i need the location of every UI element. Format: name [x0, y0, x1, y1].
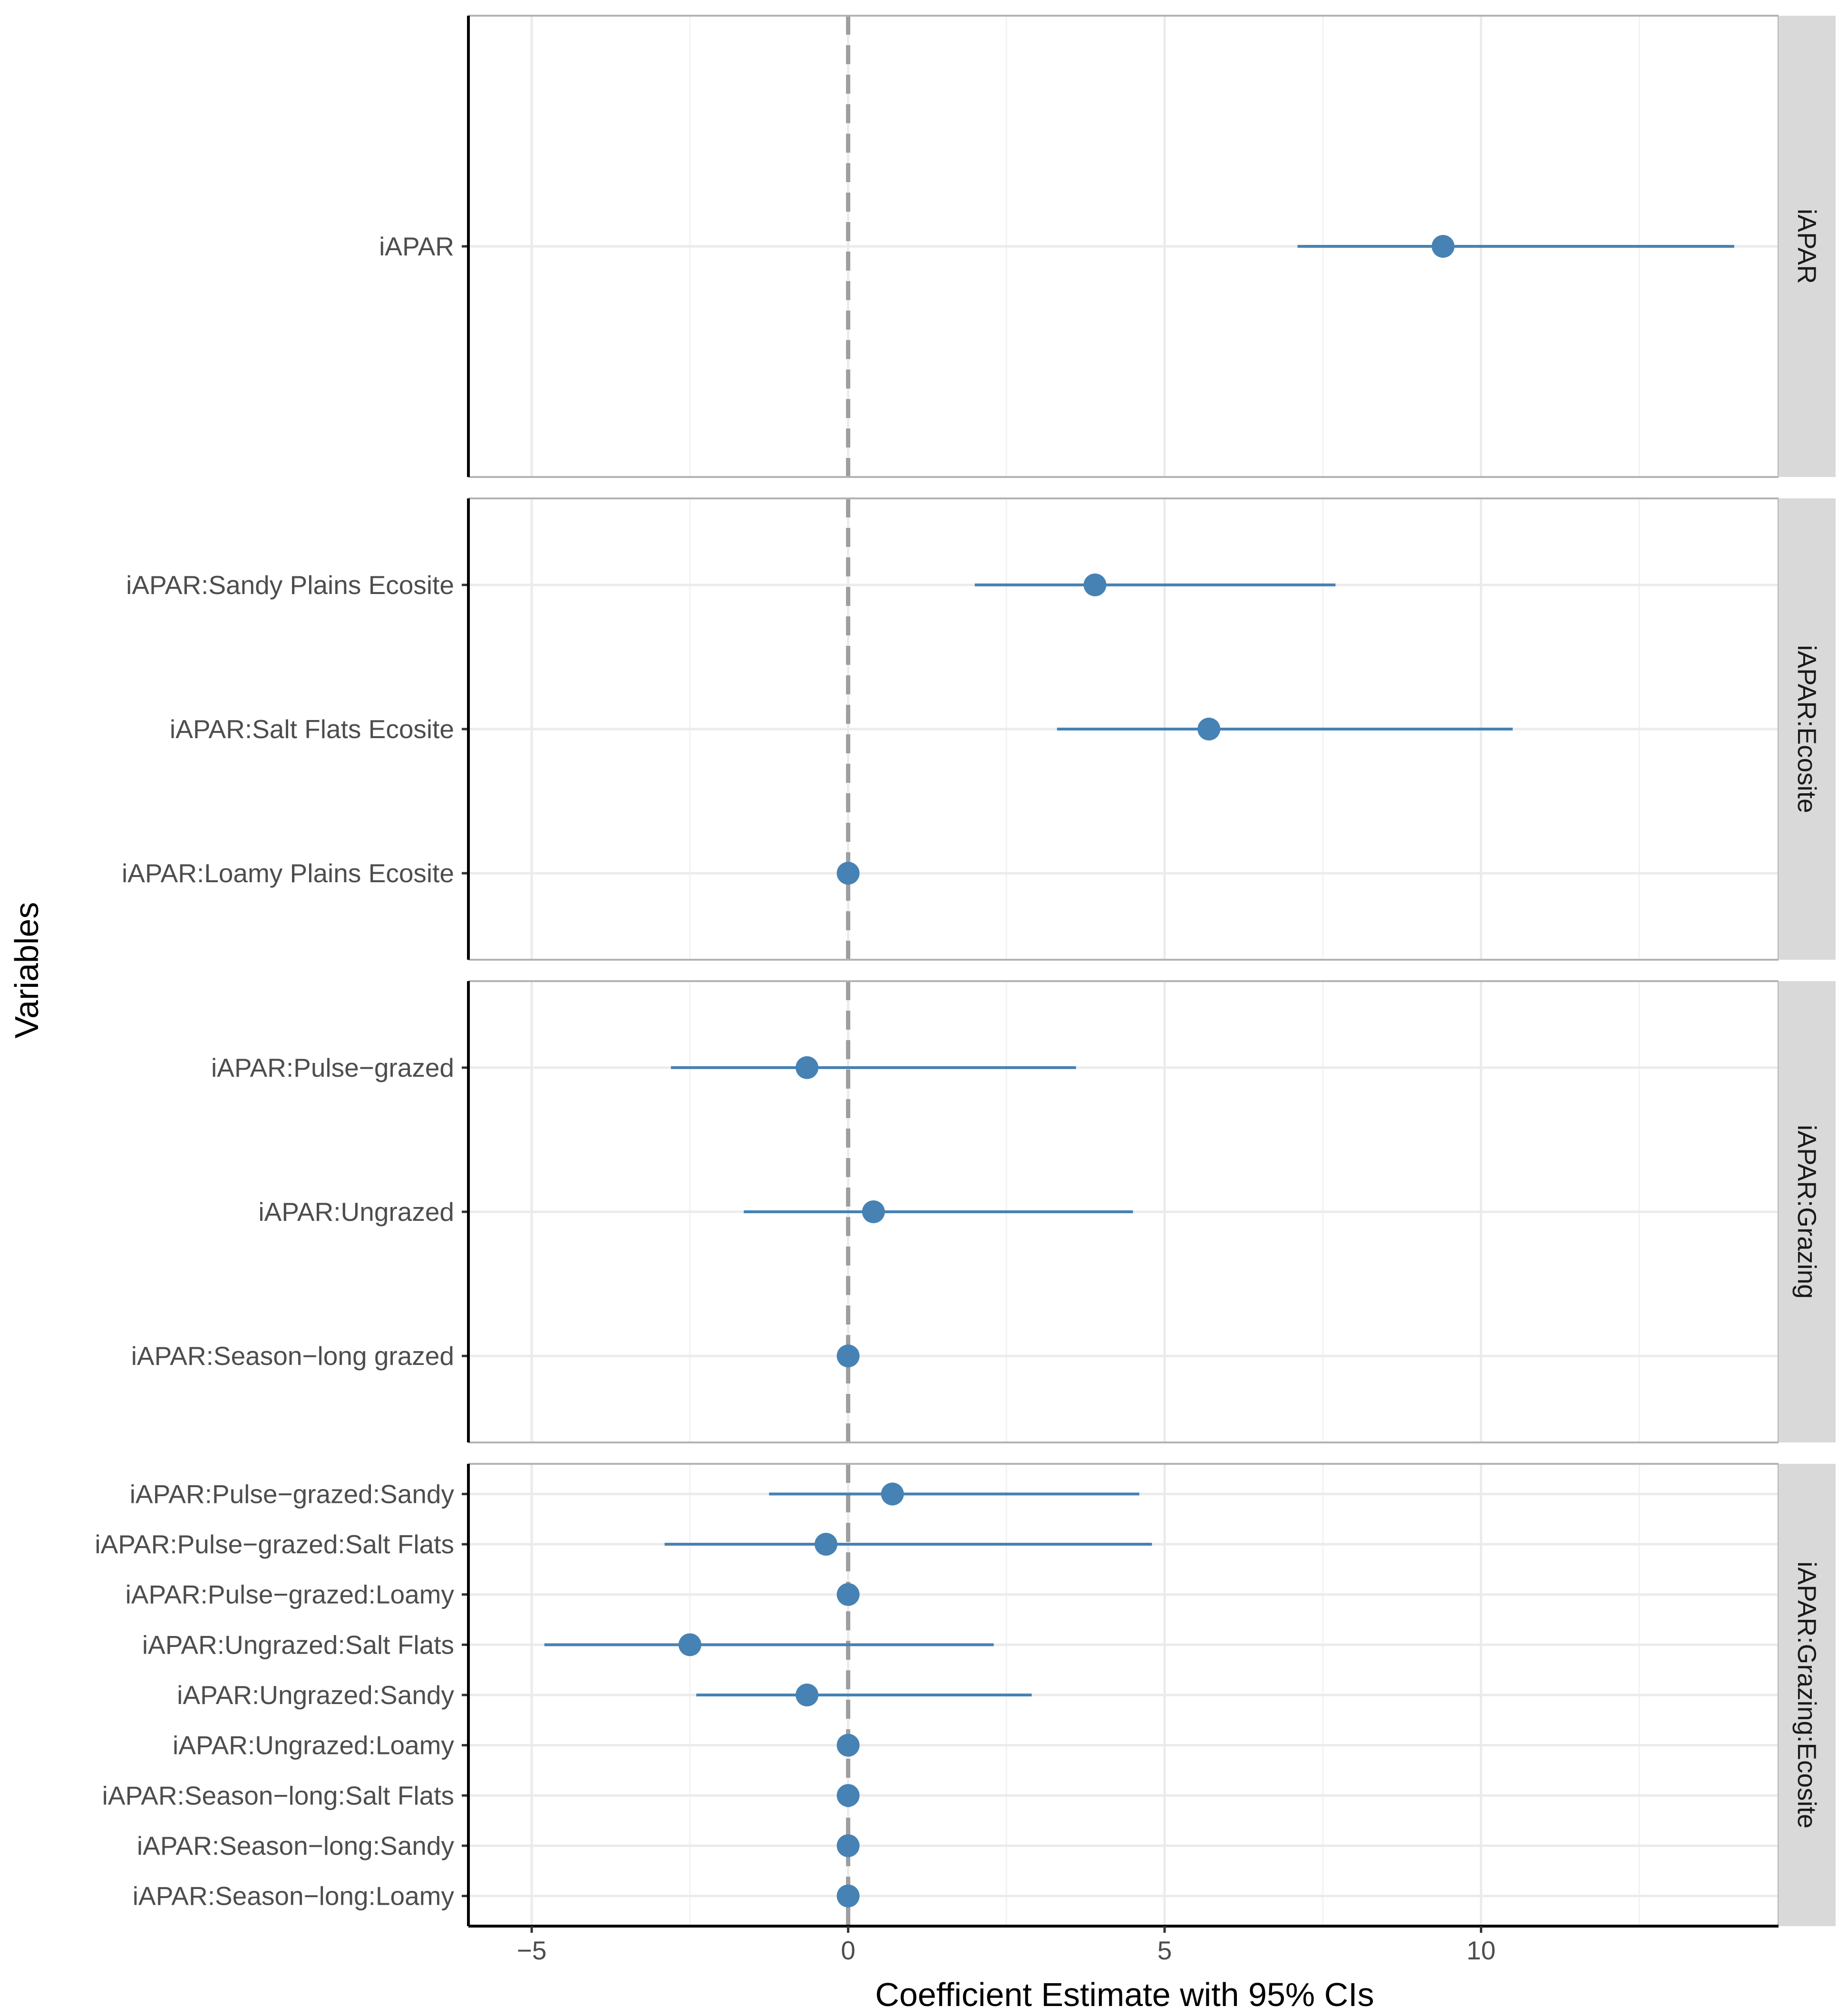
estimate-point: [836, 1884, 860, 1908]
y-tick-label: iAPAR:Pulse−grazed:Loamy: [126, 1580, 455, 1609]
estimate-point: [836, 1784, 860, 1807]
facet-strip: [1779, 498, 1836, 960]
x-tick-label: 5: [1157, 1936, 1172, 1965]
facet-strip: [1779, 1464, 1836, 1926]
x-axis-title: Coefficient Estimate with 95% CIs: [875, 1976, 1374, 2013]
panel-4: iAPAR:Pulse−grazed:Sandy iAPAR:Pulse−graz…: [95, 1463, 1836, 1926]
y-tick-label: iAPAR:Pulse−grazed:Sandy: [130, 1479, 455, 1509]
y-tick-label: iAPAR:Salt Flats Ecosite: [170, 714, 454, 744]
facet-strip-label: iAPAR:Ecosite: [1792, 645, 1822, 813]
y-tick-label: iAPAR:Sandy Plains Ecosite: [126, 570, 454, 600]
estimate-point: [836, 1583, 860, 1606]
x-tick-label: −5: [517, 1936, 547, 1965]
x-tick-label: 0: [841, 1936, 855, 1965]
x-axis: −5 0 5 10: [468, 1925, 1779, 1965]
estimate-point: [862, 1200, 885, 1223]
y-tick-label: iAPAR:Season−long:Salt Flats: [102, 1781, 454, 1810]
facet-strip: [1779, 16, 1836, 477]
estimate-point: [836, 1734, 860, 1757]
panel-2: iAPAR:Sandy Plains Ecosite iAPAR:Salt Fla…: [122, 497, 1836, 961]
estimate-point: [836, 862, 860, 885]
facet-strip-label: iAPAR:Grazing: [1792, 1125, 1822, 1299]
y-tick-label: iAPAR:Pulse−grazed: [211, 1053, 454, 1082]
facet-strip-label: iAPAR:Grazing:Ecosite: [1792, 1561, 1822, 1828]
y-tick-label: iAPAR: [379, 232, 454, 261]
y-axis-title: Variables: [8, 902, 45, 1039]
y-tick-label: iAPAR:Season−long grazed: [131, 1341, 454, 1371]
estimate-point: [1197, 718, 1221, 740]
estimate-point: [814, 1533, 837, 1556]
y-tick-label: iAPAR:Ungrazed:Sandy: [177, 1680, 454, 1710]
panel-1: iAPAR iAPAR: [379, 15, 1836, 478]
facet-strip: [1779, 981, 1836, 1442]
estimate-point: [881, 1482, 904, 1506]
x-tick-label: 10: [1467, 1936, 1496, 1965]
estimate-point: [796, 1684, 819, 1706]
estimate-point: [1083, 573, 1107, 596]
facet-strip-label: iAPAR: [1792, 209, 1822, 284]
y-tick-label: iAPAR:Ungrazed: [258, 1197, 454, 1227]
y-tick-label: iAPAR:Pulse−grazed:Salt Flats: [95, 1529, 454, 1559]
estimate-point: [678, 1633, 701, 1656]
y-tick-label: iAPAR:Ungrazed:Salt Flats: [142, 1630, 454, 1659]
estimate-point: [836, 1344, 860, 1368]
estimate-point: [1431, 235, 1455, 258]
y-tick-label: iAPAR:Loamy Plains Ecosite: [122, 858, 454, 888]
estimate-point: [836, 1834, 860, 1857]
panel-3: iAPAR:Pulse−grazed iAPAR:Ungrazed iAPAR:Se…: [131, 980, 1836, 1443]
y-tick-label: iAPAR:Ungrazed:Loamy: [173, 1731, 455, 1760]
estimate-point: [796, 1056, 819, 1079]
y-tick-label: iAPAR:Season−long:Loamy: [133, 1881, 455, 1911]
y-tick-label: iAPAR:Season−long:Sandy: [137, 1831, 455, 1860]
